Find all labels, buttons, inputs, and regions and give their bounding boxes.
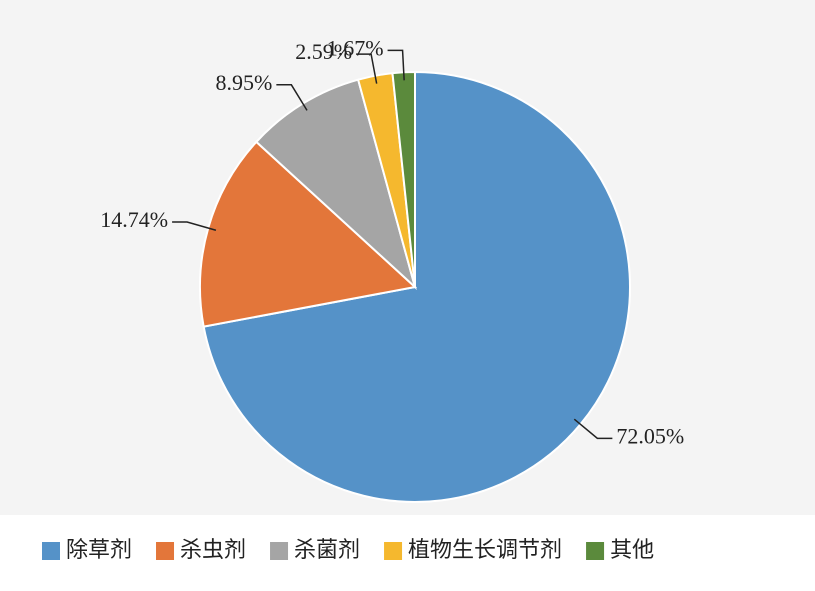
leader-line — [172, 221, 217, 231]
legend-label: 杀菌剂 — [294, 538, 360, 563]
leader-line — [356, 53, 378, 84]
legend-swatch — [384, 542, 403, 560]
legend-swatch — [156, 542, 175, 560]
leader-line — [387, 49, 405, 81]
legend-swatch — [42, 542, 60, 560]
legend-label: 杀虫剂 — [180, 538, 246, 563]
data-label: 2.59% — [295, 39, 352, 64]
data-label: 14.74% — [100, 207, 168, 232]
data-label: 1.67% — [327, 35, 384, 60]
legend-swatch — [270, 542, 289, 560]
data-label: 8.95% — [216, 70, 273, 95]
legend-label: 其他 — [610, 538, 654, 563]
legend-label: 除草剂 — [66, 538, 132, 563]
legend-swatch — [586, 542, 605, 560]
leader-line — [276, 84, 308, 111]
legend-label: 植物生长调节剂 — [408, 538, 562, 563]
leader-line — [573, 418, 613, 440]
data-label: 72.05% — [616, 423, 684, 448]
